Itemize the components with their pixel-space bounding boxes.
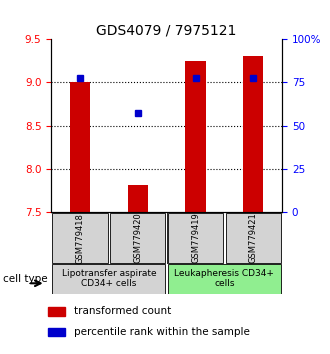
Bar xyxy=(48,308,65,316)
Text: Lipotransfer aspirate
CD34+ cells: Lipotransfer aspirate CD34+ cells xyxy=(62,269,156,289)
Bar xyxy=(185,61,206,212)
Text: GSM779420: GSM779420 xyxy=(133,213,142,263)
Title: GDS4079 / 7975121: GDS4079 / 7975121 xyxy=(96,24,237,38)
Bar xyxy=(48,328,65,336)
Bar xyxy=(128,185,148,212)
Bar xyxy=(168,213,223,263)
Text: GSM779418: GSM779418 xyxy=(76,213,84,263)
Bar xyxy=(225,213,281,263)
Text: transformed count: transformed count xyxy=(74,306,172,316)
Text: cell type: cell type xyxy=(3,274,48,284)
Text: GSM779419: GSM779419 xyxy=(191,213,200,263)
Bar xyxy=(243,56,263,212)
Bar xyxy=(52,213,108,263)
Text: percentile rank within the sample: percentile rank within the sample xyxy=(74,327,250,337)
Text: Leukapheresis CD34+
cells: Leukapheresis CD34+ cells xyxy=(175,269,274,289)
Bar xyxy=(52,264,165,293)
Bar xyxy=(168,264,281,293)
Text: GSM779421: GSM779421 xyxy=(249,213,258,263)
Bar xyxy=(110,213,165,263)
Bar xyxy=(70,82,90,212)
